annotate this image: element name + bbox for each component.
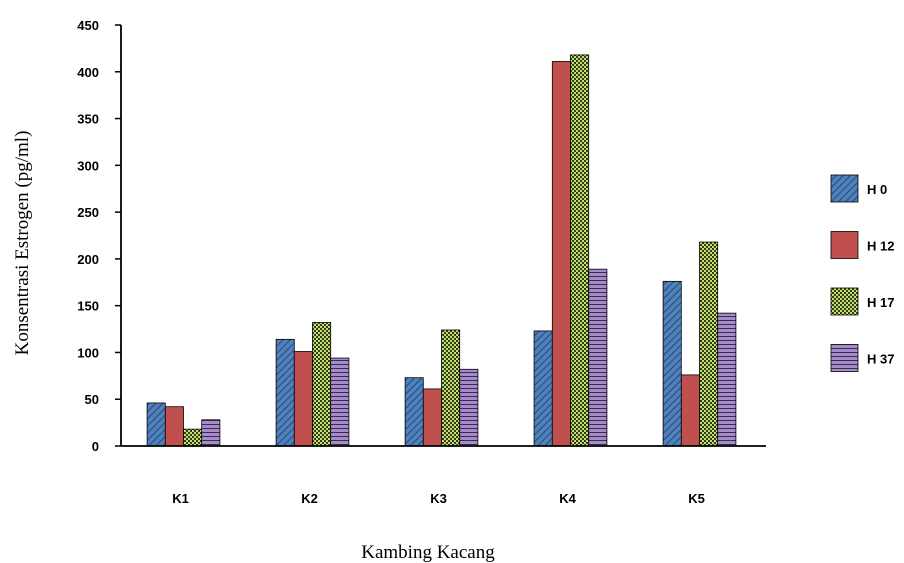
y-tick-label: 50 [85,392,99,407]
legend-swatch [830,287,859,316]
bar-h0-k3 [404,377,424,447]
bar-h37-k1 [201,419,221,447]
y-tick-label: 0 [92,439,99,454]
bar-h12-k5 [680,374,700,447]
bar-h0-k2 [275,338,295,447]
bar-h12-k4 [551,61,571,447]
bar-h17-k4 [570,54,590,447]
legend-label: H 17 [867,295,894,310]
bar-h12-k1 [164,406,184,447]
bar-h17-k1 [183,428,203,447]
legend-label: H 12 [867,239,894,254]
legend-swatch [830,174,859,203]
y-tick-label: 200 [77,252,99,267]
x-tick-label: K3 [430,491,447,506]
axes [120,25,766,447]
y-tick-label: 450 [77,18,99,33]
bar-h0-k1 [146,402,166,447]
bar-h37-k5 [717,312,737,447]
y-tick-label: 250 [77,205,99,220]
x-tick-label: K5 [688,491,705,506]
y-tick-label: 400 [77,65,99,80]
bar-h17-k2 [312,322,332,447]
x-tick-label: K1 [172,491,189,506]
legend-swatch [830,231,859,259]
bar-h37-k4 [588,268,608,447]
y-tick-label: 300 [77,158,99,173]
legend-swatch [830,344,859,372]
legend-label: H 0 [867,182,887,197]
x-axis-title: Kambing Kacang [361,542,495,563]
bars [146,54,737,447]
y-axis-title: Konsentrasi Estrogen (pg/ml) [12,131,33,356]
x-axis-ticks: K1 K2 K3 K4 K5 [172,491,705,506]
bar-h12-k2 [293,351,313,447]
bar-h17-k3 [441,329,461,447]
legend: H 0 H 12 H 17 H 37 [830,174,894,372]
x-tick-label: K2 [301,491,318,506]
y-tick-label: 150 [77,299,99,314]
y-axis-ticks: 0 50 100 150 200 250 300 350 400 450 [77,18,121,454]
bar-h12-k3 [422,388,442,447]
y-tick-label: 100 [77,345,99,360]
bar-h0-k5 [662,280,682,447]
legend-label: H 37 [867,352,894,367]
bar-h37-k3 [459,368,479,447]
bar-h17-k5 [699,241,719,447]
bar-h37-k2 [330,357,350,447]
y-tick-label: 350 [77,112,99,127]
bar-h0-k4 [533,330,553,447]
x-tick-label: K4 [559,491,576,506]
